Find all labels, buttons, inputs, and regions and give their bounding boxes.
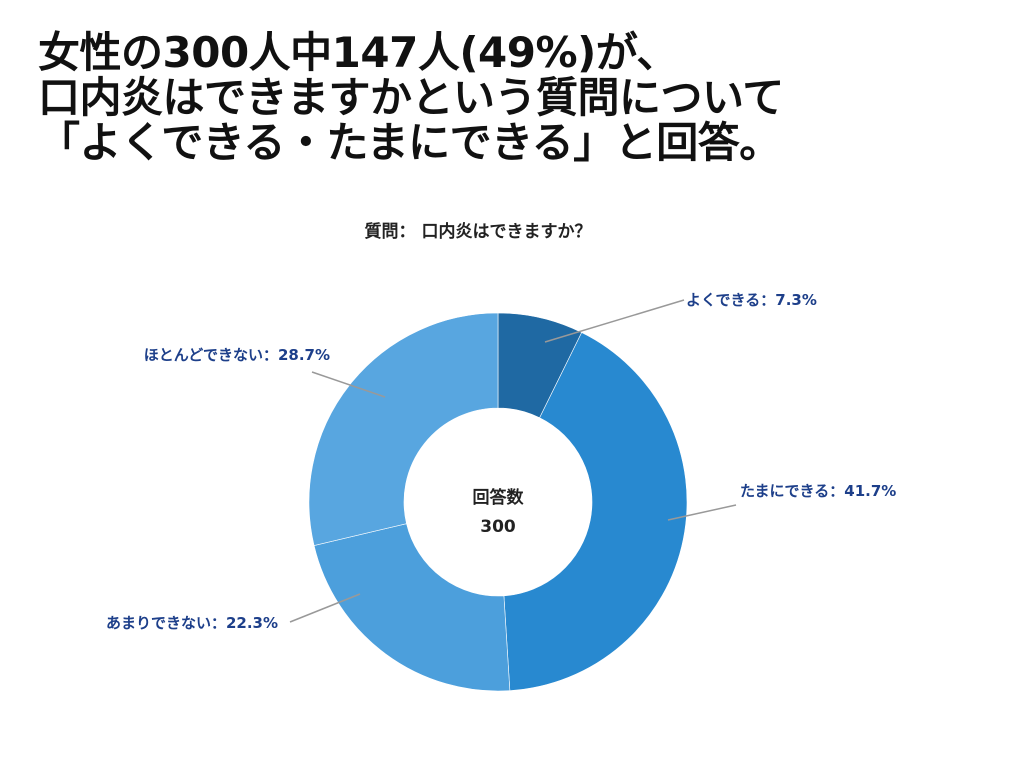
donut-slices [308,312,688,692]
slice-label-3: あまりできない：22.3% [106,614,278,632]
leader-lines [289,299,737,623]
leader-line-3 [289,593,361,623]
slice-label-1: よくできる：7.3% [686,291,817,309]
headline-line-2: 口内炎はできますかという質問について [38,73,784,122]
slice-label-2: たまにできる：41.7% [740,482,896,500]
slice-labels: よくできる：7.3% たまにできる：41.7% あまりできない：22.3% ほとんどで… [106,291,896,632]
leader-line-4 [311,371,386,398]
center-total: 300 [480,517,516,537]
chart-title: 質問： 口内炎はできますか？ [365,221,592,242]
leader-line-2 [667,504,737,521]
slice-label-4: ほとんどできない：28.7% [144,346,330,364]
headline-line-3: 「よくできる・たまにできる」と回答。 [38,118,781,167]
headline: 女性の300人中147人(49%)が、 口内炎はできますかという質問について 「… [38,30,998,165]
center-label: 回答数 [473,487,525,508]
donut-slice-4 [308,312,499,546]
headline-line-1: 女性の300人中147人(49%)が、 [38,28,678,77]
leader-line-1 [544,299,685,343]
donut-slice-2 [503,332,688,691]
donut-slice-3 [313,523,511,692]
